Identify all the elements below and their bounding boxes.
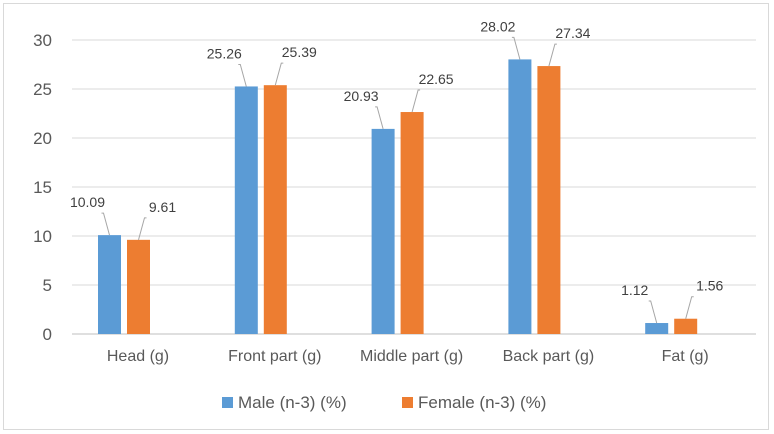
bar-female bbox=[263, 85, 287, 334]
data-label-leader bbox=[101, 212, 110, 236]
x-category-label: Middle part (g) bbox=[360, 348, 463, 365]
data-label-female: 25.39 bbox=[282, 44, 317, 60]
x-category-label: Back part (g) bbox=[503, 348, 595, 365]
bar-male bbox=[371, 128, 395, 334]
y-tick-label: 0 bbox=[43, 325, 52, 344]
bar-female bbox=[674, 318, 698, 334]
data-label-male: 25.26 bbox=[207, 45, 242, 61]
bar-male bbox=[234, 86, 258, 335]
data-label-leader bbox=[411, 89, 421, 113]
x-category-label: Head (g) bbox=[107, 348, 169, 365]
legend-label-female: Female (n-3) (%) bbox=[418, 393, 546, 412]
data-label-male: 20.93 bbox=[344, 88, 379, 104]
data-label-leader bbox=[648, 300, 658, 324]
legend-label-male: Male (n-3) (%) bbox=[238, 393, 347, 412]
legend-swatch-female bbox=[402, 397, 413, 408]
bar-female bbox=[400, 112, 424, 334]
y-tick-label: 15 bbox=[33, 178, 52, 197]
legend: Male (n-3) (%) Female (n-3) (%) bbox=[222, 393, 546, 412]
y-tick-label: 5 bbox=[43, 276, 52, 295]
y-tick-label: 30 bbox=[33, 31, 52, 50]
y-tick-label: 10 bbox=[33, 227, 52, 246]
bar-female bbox=[537, 66, 561, 335]
data-label-leader bbox=[238, 63, 247, 87]
bar-male bbox=[508, 59, 532, 335]
y-axis-ticks: 0 5 10 15 20 25 30 bbox=[33, 31, 52, 344]
bars bbox=[98, 59, 698, 335]
bar-female bbox=[127, 239, 150, 334]
data-labels: 10.09 9.61 25.26 25.39 20.93 22.65 28.02 27.34 1… bbox=[70, 18, 724, 298]
data-label-leader bbox=[274, 62, 284, 86]
data-label-leader bbox=[685, 296, 694, 319]
x-category-label: Fat (g) bbox=[662, 348, 709, 365]
bar-male bbox=[98, 235, 121, 334]
data-label-female: 22.65 bbox=[419, 71, 454, 87]
data-label-female: 9.61 bbox=[149, 199, 176, 215]
data-label-female: 1.56 bbox=[696, 278, 723, 294]
data-label-male: 28.02 bbox=[480, 18, 515, 34]
y-tick-label: 25 bbox=[33, 80, 52, 99]
data-label-leader bbox=[375, 106, 384, 130]
data-label-male: 1.12 bbox=[621, 282, 648, 298]
bar-male bbox=[645, 323, 669, 334]
data-label-leader bbox=[138, 217, 147, 240]
data-label-leader bbox=[548, 43, 557, 67]
y-tick-label: 20 bbox=[33, 129, 52, 148]
legend-swatch-male bbox=[222, 397, 233, 408]
x-axis-categories: Head (g) Front part (g) Middle part (g) Bac… bbox=[107, 348, 709, 365]
data-label-female: 27.34 bbox=[555, 25, 590, 41]
data-label-leader bbox=[511, 36, 521, 60]
data-label-male: 10.09 bbox=[70, 194, 105, 210]
data-label-leaders bbox=[101, 36, 694, 324]
x-category-label: Front part (g) bbox=[228, 348, 321, 365]
